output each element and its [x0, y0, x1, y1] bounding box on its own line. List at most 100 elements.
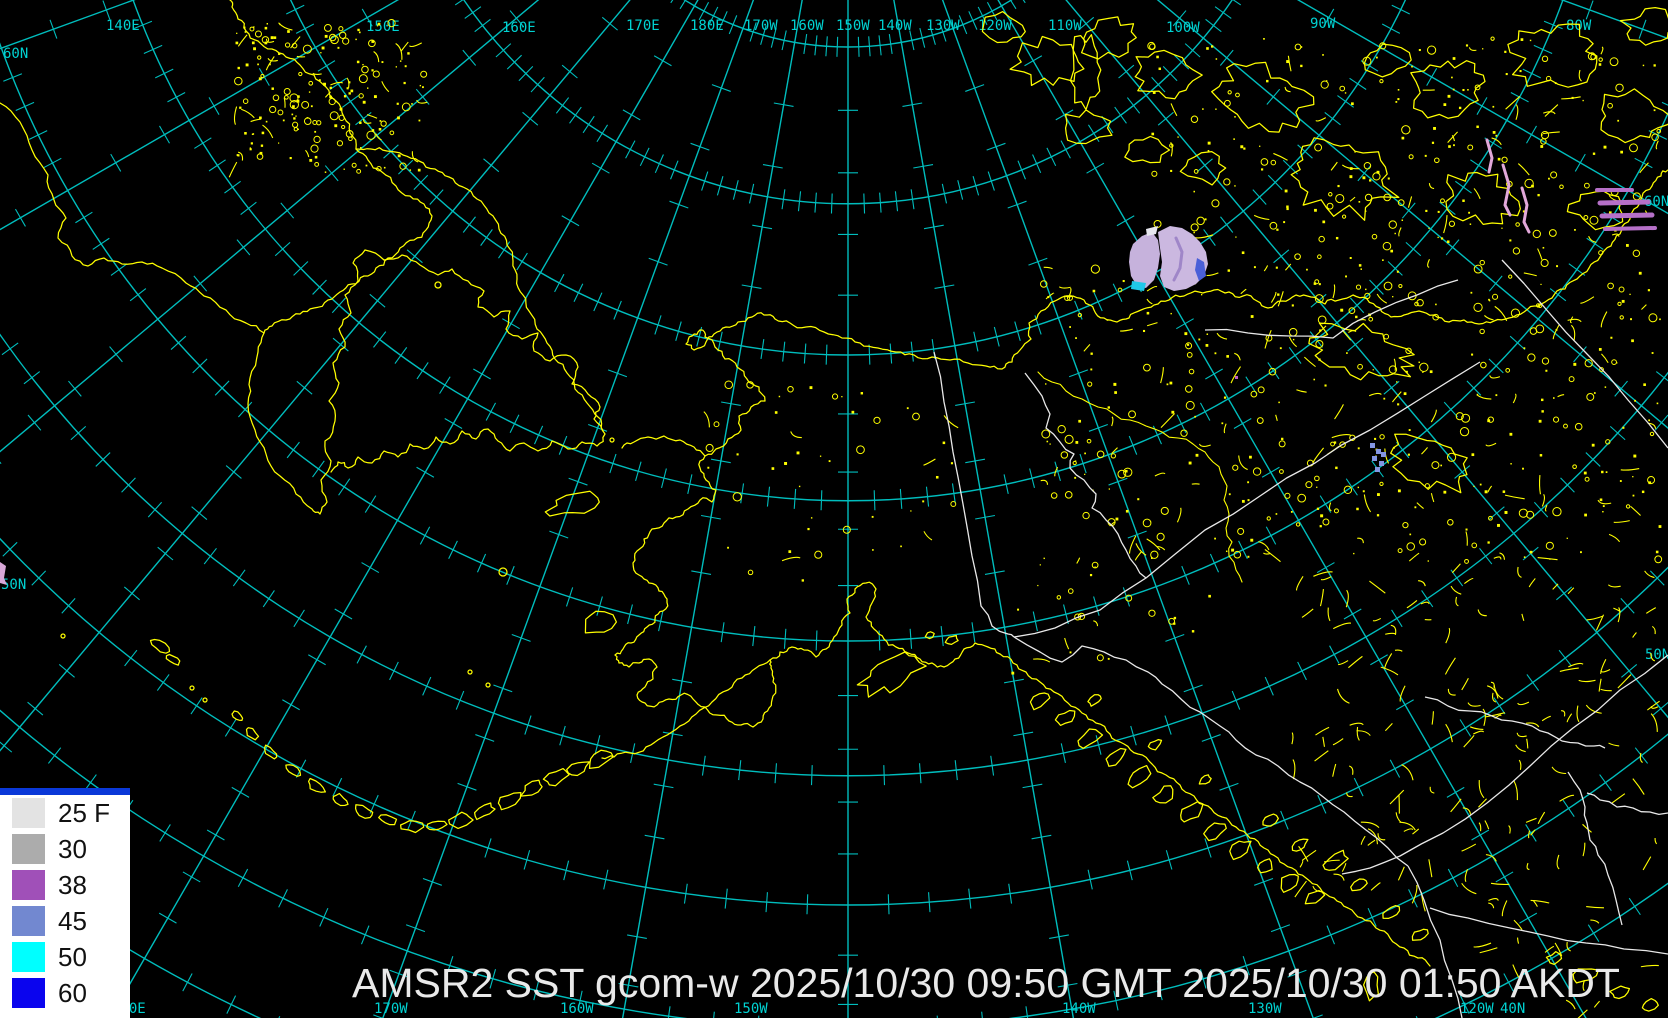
- small-island: [60, 633, 66, 639]
- island-outline: [1290, 137, 1400, 221]
- graticule-label: 140W: [1062, 1001, 1096, 1017]
- sst-left-edge-pink: [0, 562, 7, 585]
- small-island: [498, 567, 508, 577]
- legend-label: 30: [58, 834, 87, 864]
- island-outline: [1410, 60, 1486, 119]
- bc-alberta-border: [1341, 654, 1668, 875]
- bc-coast-border: [1407, 865, 1463, 1018]
- legend-label: 50: [58, 942, 87, 972]
- chukotka-north-coast: [355, 147, 604, 432]
- hudson-sst-streak: [1172, 236, 1184, 282]
- archipelago-island: [1280, 873, 1299, 893]
- archipelago-island: [1350, 878, 1368, 892]
- archipelago-island: [1229, 840, 1252, 861]
- archipelago-island: [1291, 838, 1309, 852]
- hudson-sst-cyan-fringe: [1131, 281, 1146, 291]
- archipelago-island: [1382, 904, 1401, 920]
- aleutian-island: [448, 811, 474, 830]
- island-outline: [1134, 49, 1203, 100]
- aleutian-island: [307, 777, 327, 793]
- siberia-se-coast: [263, 148, 433, 334]
- archipelago-island: [1411, 928, 1429, 941]
- graticule-label: 160W: [790, 18, 824, 34]
- archipelago-island: [1203, 822, 1227, 842]
- archipelago-island: [1087, 694, 1102, 707]
- legend-top-border: [0, 788, 130, 795]
- legend-label: 60: [58, 978, 87, 1008]
- island-outline: [1211, 61, 1315, 133]
- archipelago-island: [1256, 858, 1273, 874]
- aleutian-island: [245, 727, 260, 741]
- aleutian-island: [473, 802, 496, 821]
- aleutian-island: [149, 638, 171, 654]
- graticule-label: 160W: [560, 1001, 594, 1017]
- archipelago-island: [1180, 801, 1204, 823]
- legend-row: 38: [0, 870, 130, 906]
- graticule-label: 60N: [3, 46, 28, 62]
- island-outline: [1363, 43, 1412, 78]
- archipelago-island: [1262, 813, 1279, 827]
- legend-swatch: [12, 942, 45, 972]
- okhotsk-kamchatka-coast: [0, 102, 366, 515]
- small-island: [434, 281, 442, 289]
- legend-row: 30: [0, 834, 130, 870]
- legend-swatch: [12, 834, 45, 864]
- legend-row: 50: [0, 942, 130, 978]
- yukon-bc-border: [1013, 361, 1481, 638]
- archipelago-island: [1147, 738, 1163, 751]
- island-outline: [584, 610, 618, 634]
- small-island: [609, 437, 615, 443]
- sst-purple-dash-3: [1599, 212, 1655, 219]
- archipelago-island: [1545, 950, 1563, 966]
- island-outline: [1080, 16, 1137, 60]
- panhandle-border: [1013, 636, 1409, 867]
- graticule-label: 120W: [978, 18, 1012, 34]
- lake-speckle-layer: [228, 19, 1663, 1018]
- graticule-label: 50N: [1, 577, 26, 593]
- island-outline: [1619, 6, 1668, 46]
- archipelago-island: [1304, 889, 1326, 905]
- seward-kotzebue-coast: [621, 329, 766, 457]
- aleutian-island: [165, 653, 181, 666]
- boundary-layer: [933, 259, 1668, 1018]
- archipelago-island: [1105, 747, 1127, 767]
- archipelago-island: [856, 651, 927, 698]
- archipelago-island: [1609, 985, 1631, 1000]
- graticule-label: 130W: [1248, 1001, 1282, 1017]
- border-river-2: [1567, 771, 1623, 926]
- archipelago-island: [1054, 709, 1076, 727]
- island-outline: [1445, 171, 1521, 226]
- graticule-label: 170W: [744, 18, 778, 34]
- island-outline: [1600, 88, 1668, 144]
- mackenzie-river: [1037, 371, 1243, 583]
- graticule-label: 60N: [1644, 194, 1668, 210]
- island-outline: [1566, 190, 1624, 231]
- aleutian-island: [542, 767, 570, 787]
- west-alaska-coast: [614, 455, 777, 728]
- sst-purple-dash-4: [1603, 226, 1657, 231]
- island-outline: [1124, 135, 1171, 164]
- sst-pink-streak-2: [1501, 163, 1512, 217]
- alaska-peninsula: [601, 659, 771, 760]
- aleutian-island: [426, 820, 448, 831]
- archipelago-island: [1077, 728, 1104, 749]
- hudson-sst-lobe-right: [1158, 226, 1208, 291]
- aleutian-island: [231, 710, 244, 722]
- graticule-label: 170E: [626, 18, 660, 34]
- small-island: [467, 669, 473, 675]
- siberia-top-coast: [229, 0, 357, 150]
- island-outline: [544, 490, 600, 517]
- graticule-label: 160E: [502, 20, 536, 36]
- graticule-label: 110W: [1048, 18, 1082, 34]
- island-outline: [1507, 23, 1598, 88]
- graticule-label: 180E: [690, 18, 724, 34]
- legend-label: 38: [58, 870, 87, 900]
- archipelago-island: [924, 631, 935, 640]
- small-island: [485, 682, 491, 688]
- alaska-141w-border: [933, 351, 1015, 638]
- sst-pink-streak-1: [1485, 138, 1494, 174]
